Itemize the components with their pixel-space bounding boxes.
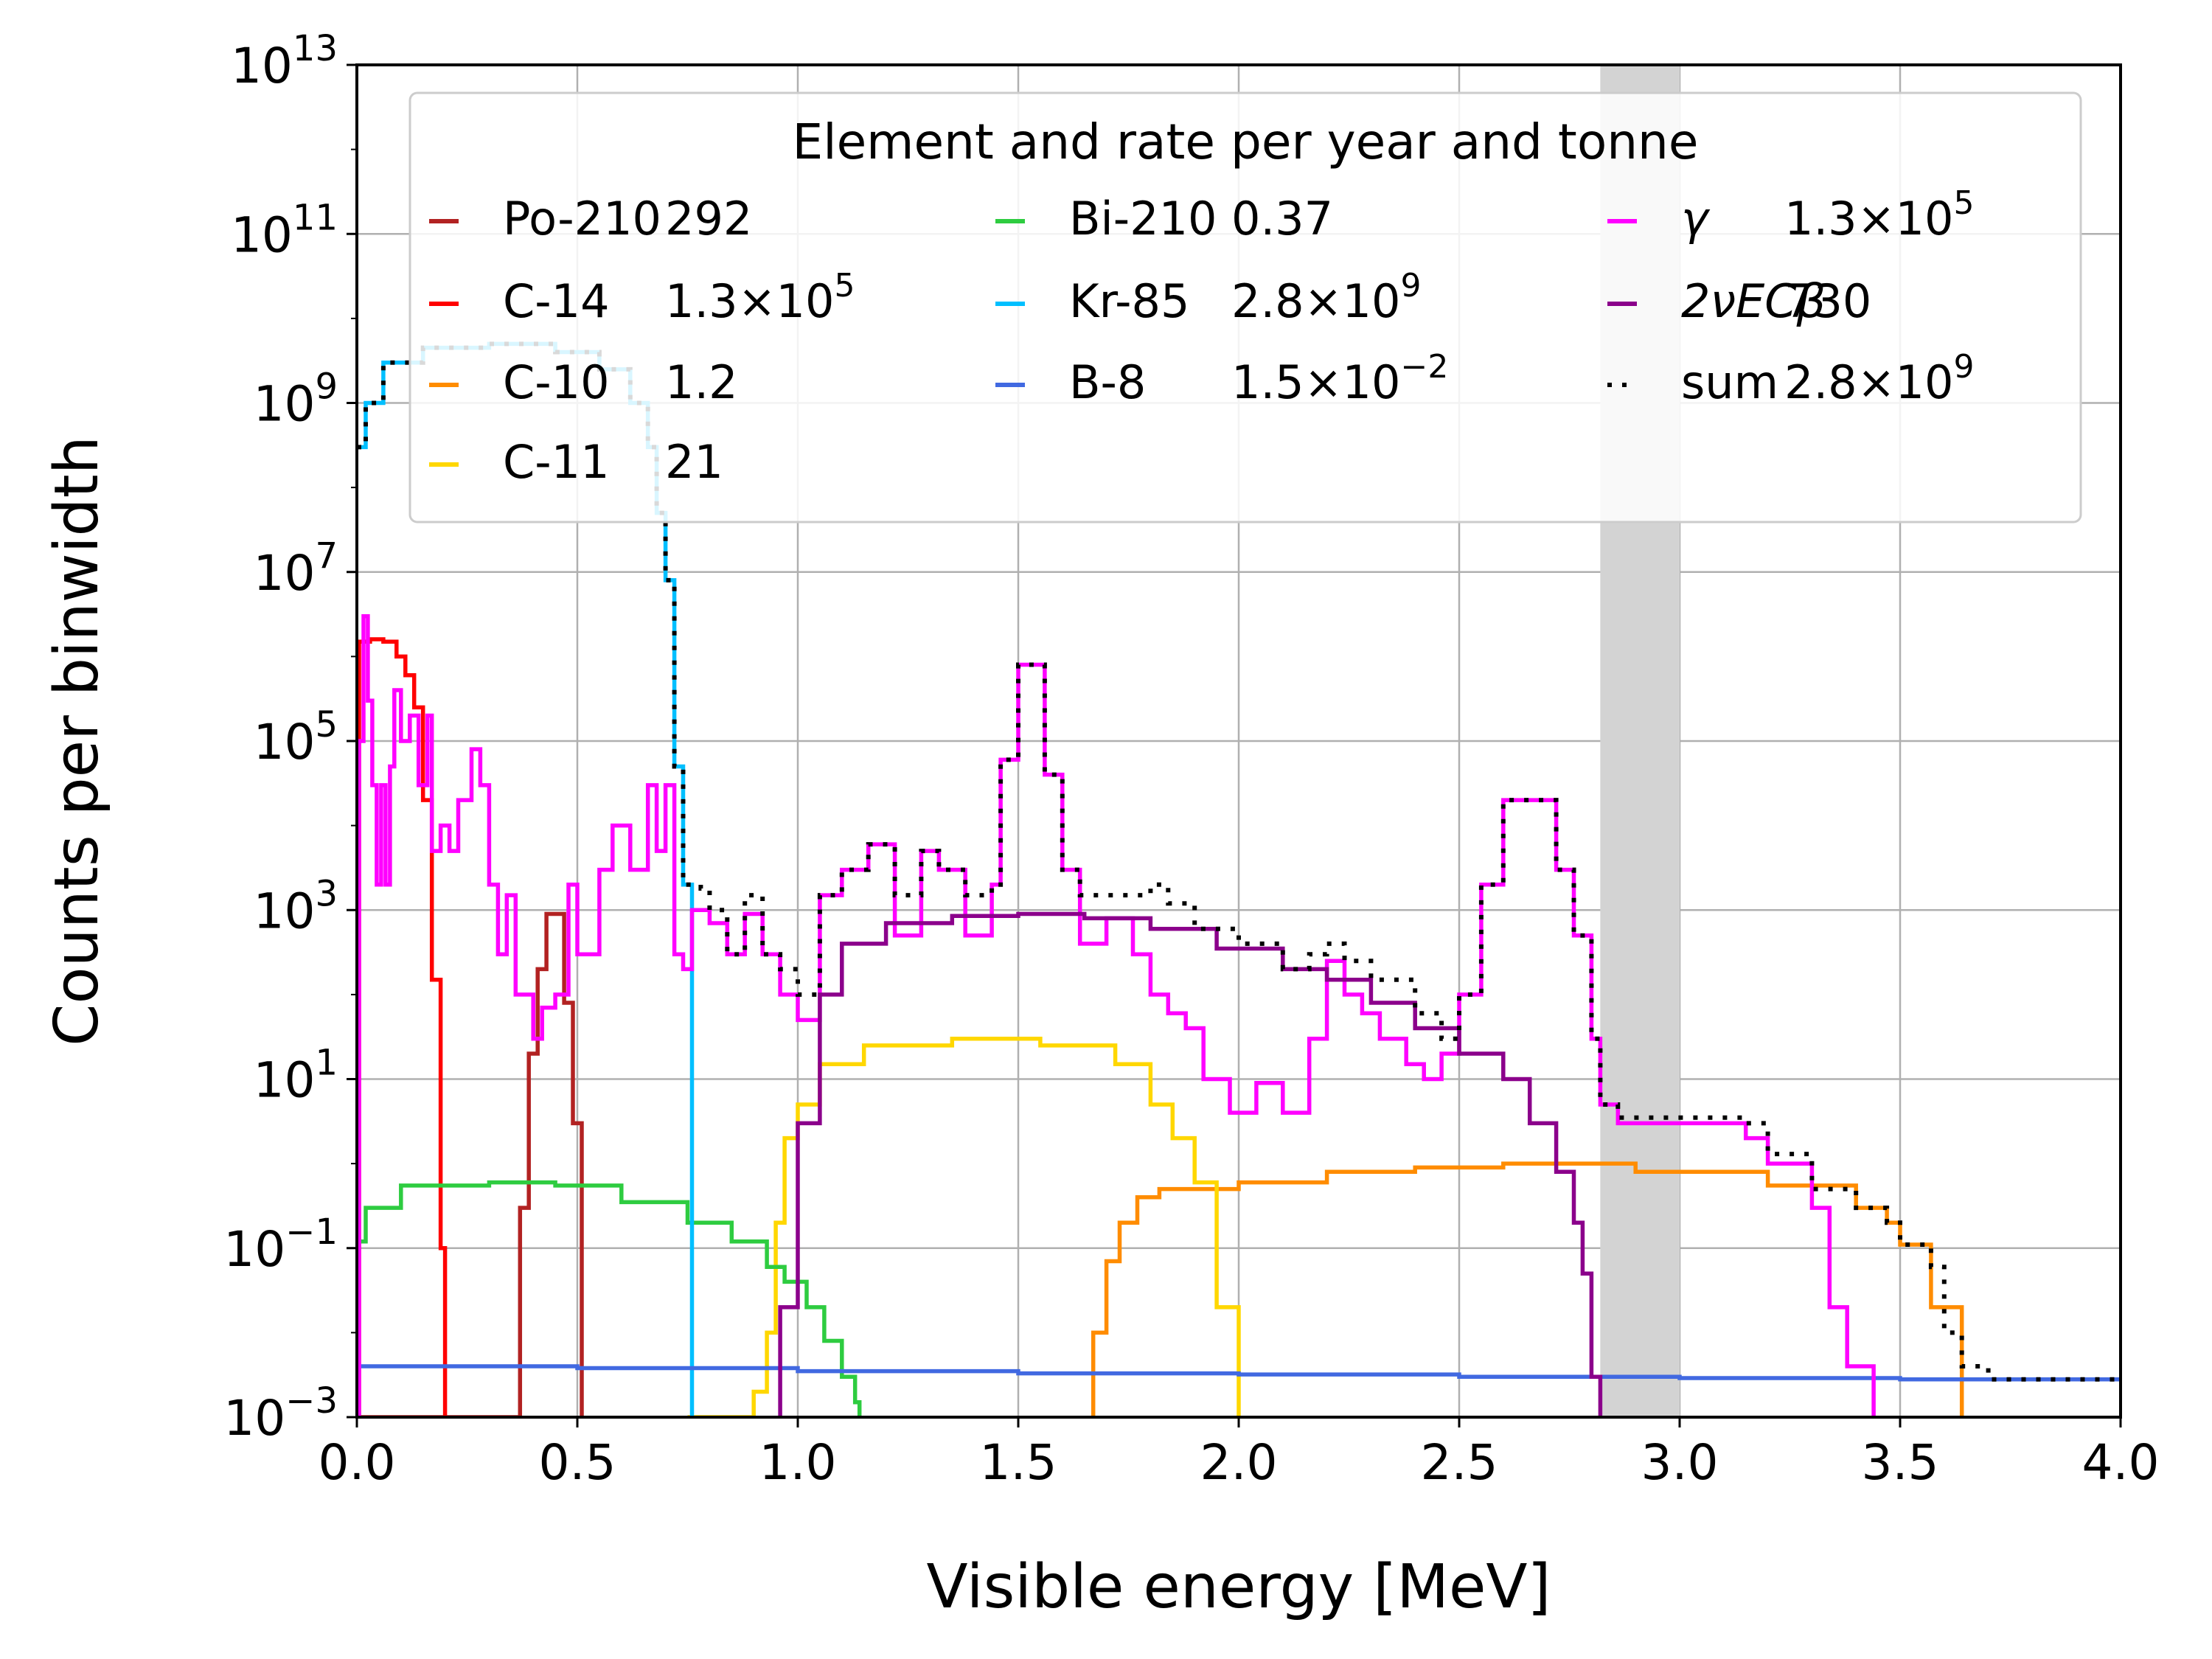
legend-entry: Po-210292 xyxy=(503,192,752,246)
x-tick-label: 0.5 xyxy=(539,1434,616,1491)
series-line-po-210 xyxy=(357,911,584,1417)
legend-title: Element and rate per year and tonne xyxy=(793,114,1699,170)
series-line-sum xyxy=(357,341,2121,1382)
legend-entry: C-10 1.2 xyxy=(503,355,738,409)
series-line-b-8 xyxy=(357,1364,2121,1382)
x-tick-label: 1.0 xyxy=(759,1434,837,1491)
legend-entry: Bi-210 0.37 xyxy=(1069,192,1333,246)
y-tick-label: 1011 xyxy=(231,197,338,263)
x-tick-label: 1.5 xyxy=(980,1434,1057,1491)
legend-items: Po-210292 C-14 1.3×105 C-10 1.2 C-11 21 Bi-210 0… xyxy=(429,184,1974,489)
y-tick-label: 101 xyxy=(253,1043,338,1109)
x-tick-label: 2.0 xyxy=(1200,1434,1278,1491)
legend-entry: B-8 1.5×10−2 xyxy=(1069,348,1448,409)
series-line-- xyxy=(357,613,1876,1417)
legend-entry: C-11 21 xyxy=(503,435,723,489)
legend-entry: sum 2.8×109 xyxy=(1681,348,1974,409)
x-tick-label: 2.5 xyxy=(1421,1434,1498,1491)
series-line-bi-210 xyxy=(359,1180,862,1417)
series-line-2-ec- xyxy=(778,911,1603,1417)
y-axis-label: Counts per binwidth xyxy=(42,436,112,1046)
legend: Element and rate per year and tonne Po-2… xyxy=(408,91,2082,524)
y-tick-label: 1013 xyxy=(231,28,338,94)
series-line-c-11 xyxy=(687,1037,1241,1417)
x-tick-label: 4.0 xyxy=(2082,1434,2160,1491)
legend-box xyxy=(408,91,2082,524)
y-tick-label: 103 xyxy=(253,873,338,939)
x-tick-label: 0.0 xyxy=(319,1434,396,1491)
y-axis: 1013 1011 109 107 105 103 101 10−1 10−3 xyxy=(223,28,357,1447)
y-tick-label: 109 xyxy=(253,366,338,433)
x-axis-label: Visible energy [MeV] xyxy=(927,1552,1551,1622)
legend-entry: C-14 1.3×105 xyxy=(503,267,855,328)
y-tick-label: 105 xyxy=(253,704,338,771)
series-line-c-14 xyxy=(357,637,448,1417)
y-tick-label: 10−1 xyxy=(223,1211,338,1278)
x-tick-label: 3.0 xyxy=(1641,1434,1719,1491)
legend-entry: Kr-85 2.8×109 xyxy=(1069,267,1421,328)
x-axis: 0.0 0.5 1.0 1.5 2.0 2.5 3.0 3.5 4.0 xyxy=(319,1417,2160,1491)
y-tick-label: 107 xyxy=(253,535,338,602)
x-tick-label: 3.5 xyxy=(1862,1434,1939,1491)
y-tick-label: 10−3 xyxy=(223,1380,338,1447)
legend-entry: γ 1.3×105 xyxy=(1681,184,1974,246)
legend-entry: 2νECβ730 xyxy=(1681,274,1871,328)
series-line-c-10 xyxy=(1091,1161,1964,1417)
